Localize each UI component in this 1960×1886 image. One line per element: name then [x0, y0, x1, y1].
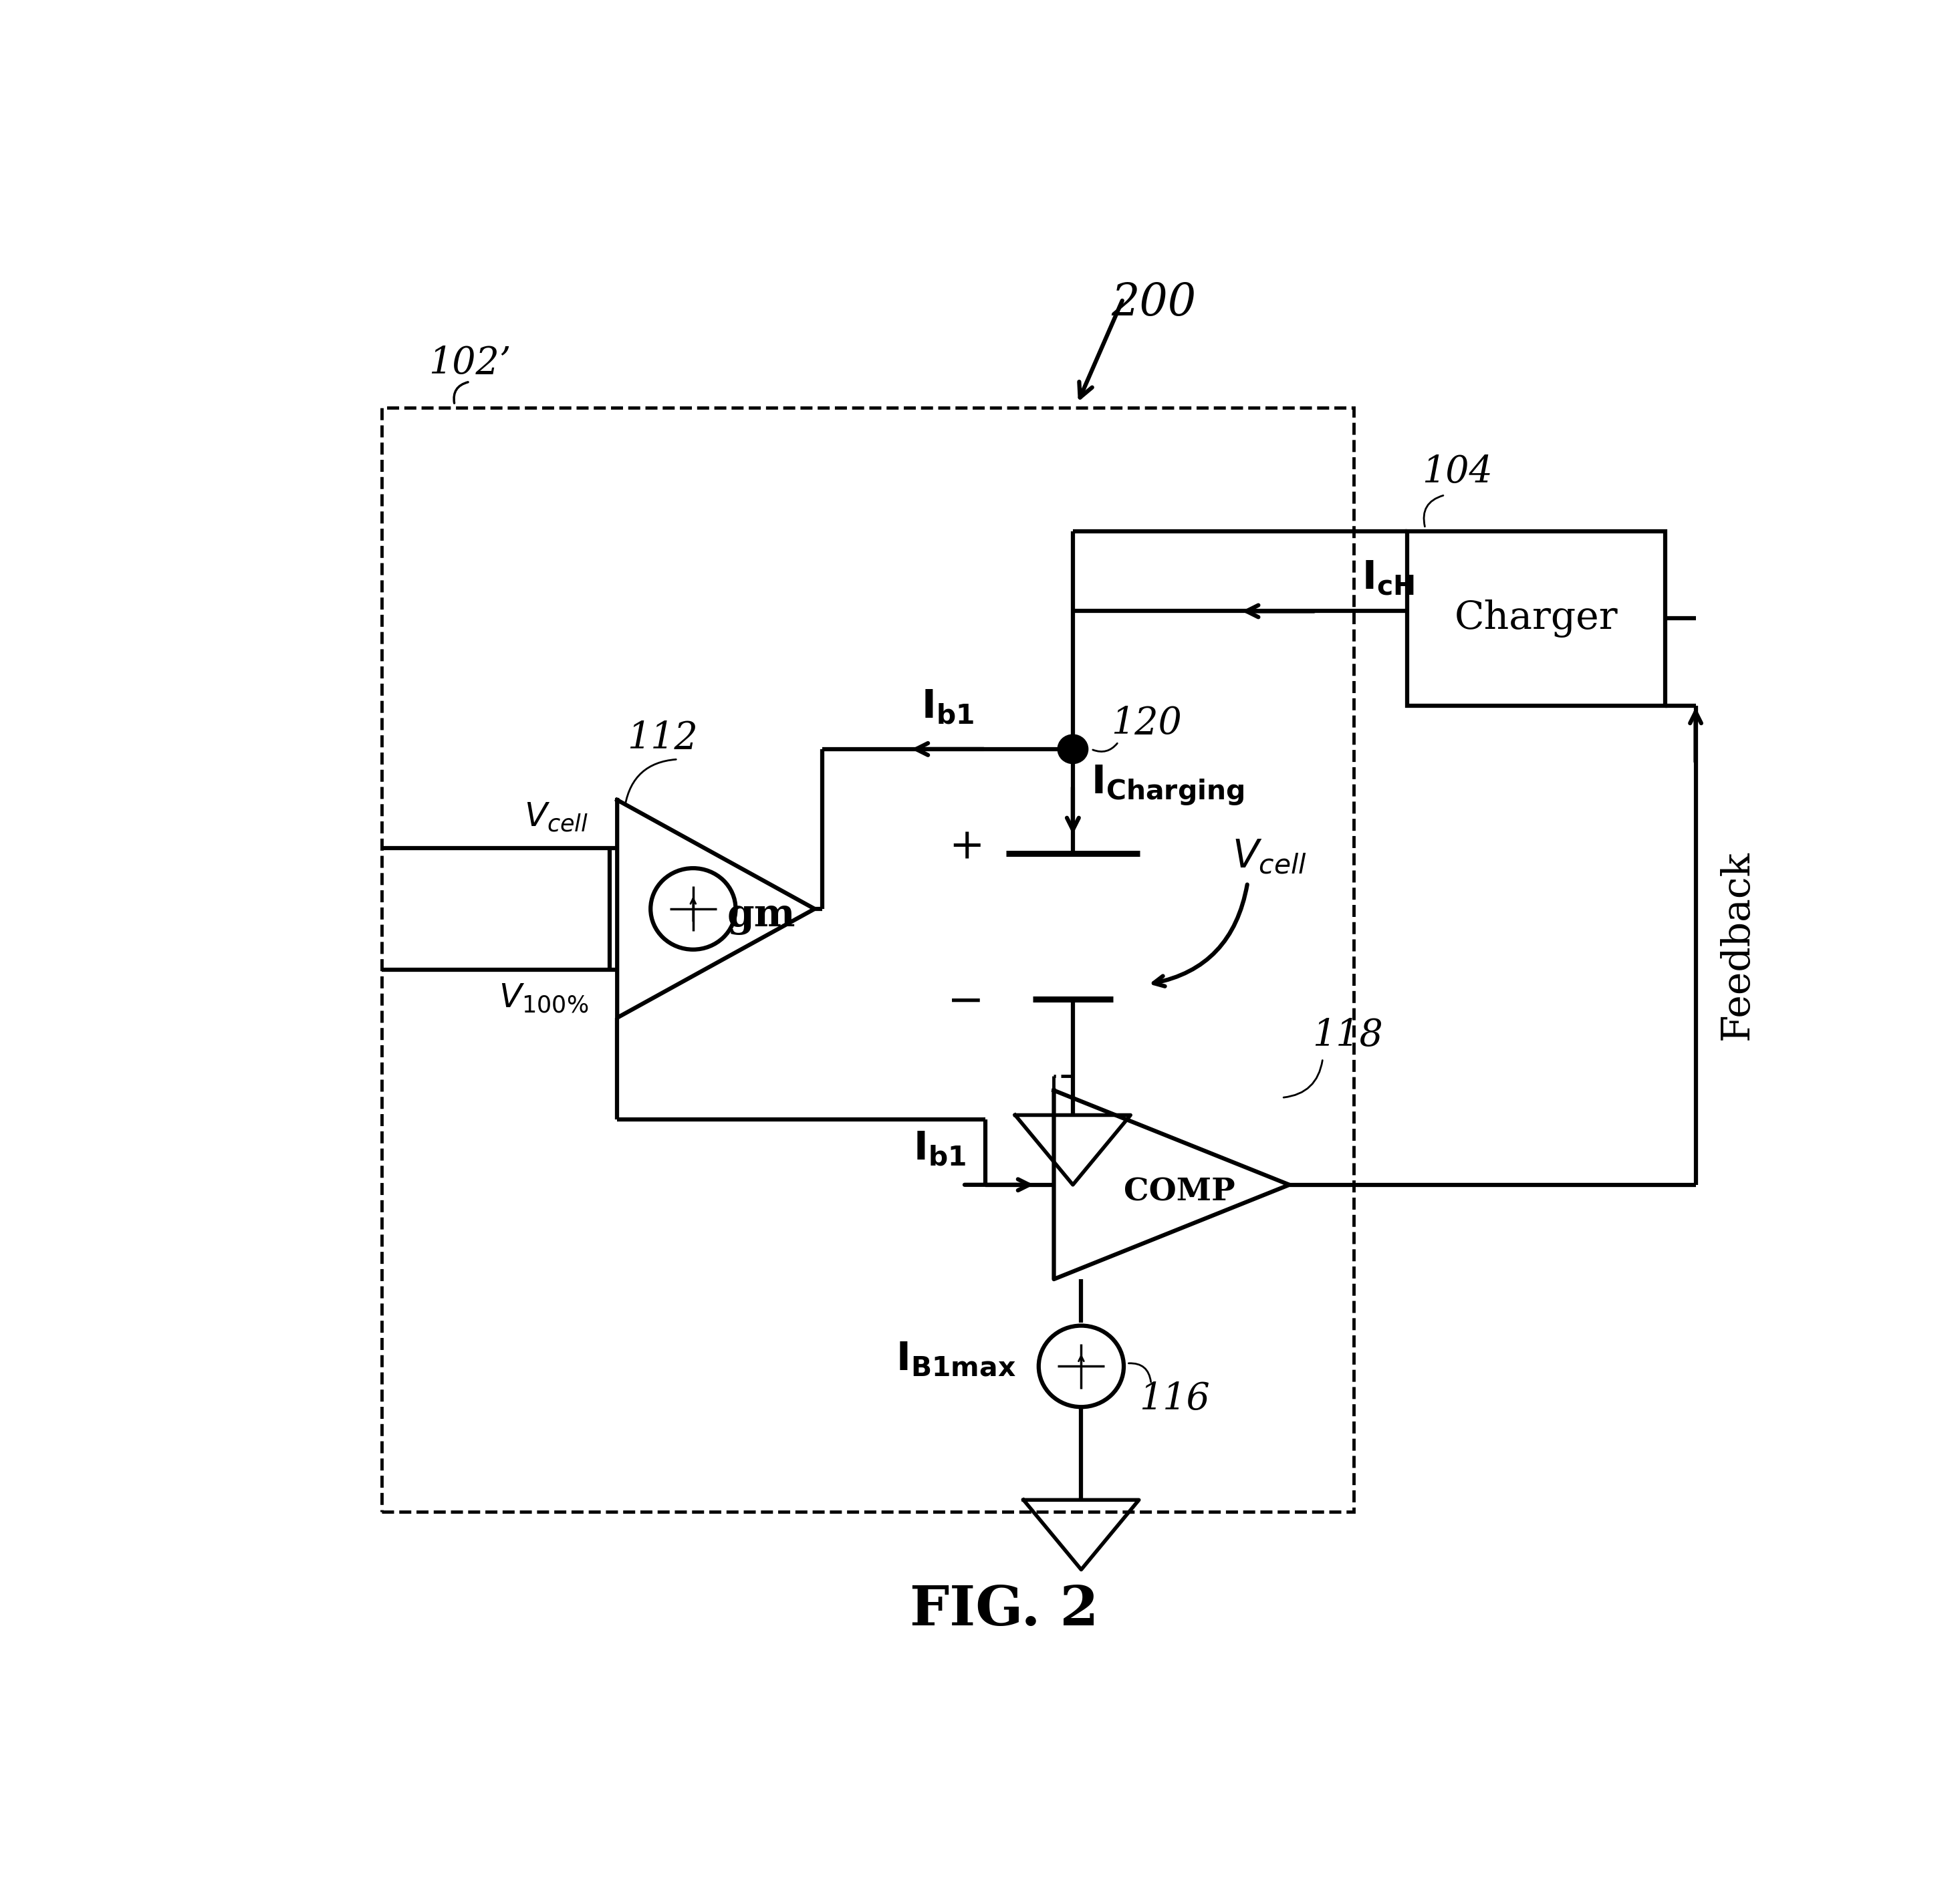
Text: $V_{100\%}$: $V_{100\%}$ — [498, 981, 588, 1015]
Text: 112: 112 — [627, 720, 698, 756]
Circle shape — [1058, 736, 1088, 764]
Text: $\mathbf{I_{b1}}$: $\mathbf{I_{b1}}$ — [921, 688, 974, 726]
Text: $\mathbf{I_{Charging}}$: $\mathbf{I_{Charging}}$ — [1092, 764, 1245, 807]
Text: $\mathbf{I_{b1}}$: $\mathbf{I_{b1}}$ — [913, 1130, 966, 1167]
Text: Feedback: Feedback — [1719, 851, 1756, 1039]
Text: 118: 118 — [1311, 1018, 1384, 1054]
Text: 116: 116 — [1139, 1381, 1209, 1418]
Text: COMP: COMP — [1123, 1177, 1235, 1207]
Text: FIG. 2: FIG. 2 — [909, 1584, 1100, 1637]
Text: gm: gm — [727, 898, 796, 935]
Text: −: − — [947, 981, 984, 1024]
Text: 104: 104 — [1423, 455, 1494, 490]
Text: 102’: 102’ — [429, 345, 512, 381]
Text: Charger: Charger — [1454, 600, 1617, 637]
Text: $\mathbf{I_{cH}}$: $\mathbf{I_{cH}}$ — [1362, 558, 1415, 596]
Text: $V_{cell}$: $V_{cell}$ — [523, 800, 588, 834]
Text: +: + — [949, 826, 984, 868]
Text: $\mathbf{I_{B1max}}$: $\mathbf{I_{B1max}}$ — [896, 1341, 1015, 1379]
Text: 200: 200 — [1111, 281, 1196, 324]
Text: $V_{cell}$: $V_{cell}$ — [1233, 837, 1307, 875]
Text: 120: 120 — [1111, 705, 1182, 741]
